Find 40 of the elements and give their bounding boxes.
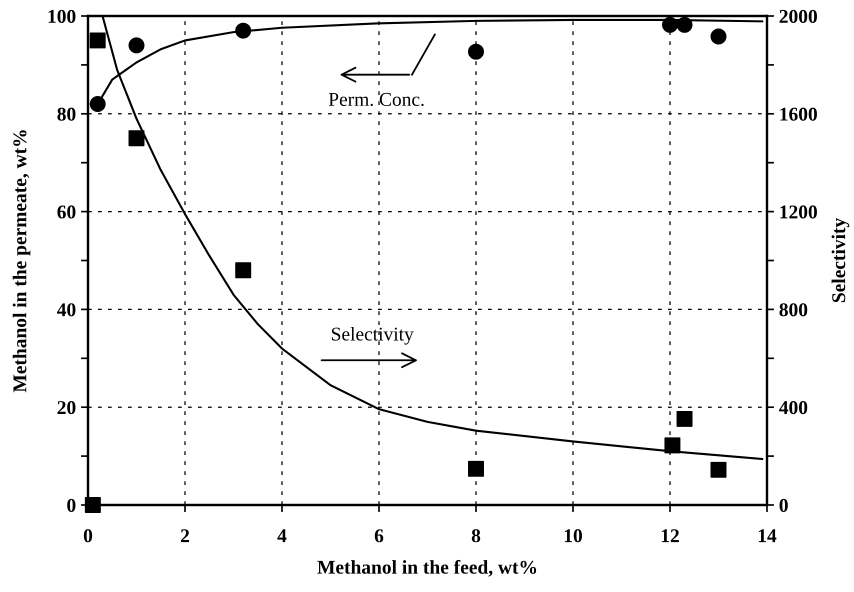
y-tick-label: 0: [67, 498, 76, 512]
point: [468, 44, 484, 60]
x-axis-title: Methanol in the feed, wt%: [317, 560, 536, 577]
y2-tick-label: 0: [780, 498, 788, 512]
y2-tick-label: 400: [779, 401, 808, 414]
x-tick-label: 12: [662, 529, 679, 542]
point: [710, 28, 726, 45]
y-tick-label: 20: [58, 401, 76, 414]
x-tick-label: 6: [374, 529, 384, 542]
x-tick-label: 0: [84, 529, 92, 542]
point: [90, 32, 106, 48]
x-tick-label: 4: [277, 529, 286, 542]
y2-tick-label: 2000: [780, 10, 817, 23]
point: [90, 96, 106, 112]
y2-tick-label: 800: [779, 303, 808, 316]
point: [235, 262, 252, 278]
x-tick-label: 14: [758, 529, 776, 542]
x-tick-label: 8: [472, 529, 480, 542]
y-tick-label: 80: [57, 108, 76, 121]
point: [468, 460, 484, 477]
point: [662, 16, 678, 33]
point: [84, 497, 101, 513]
y-axis-title: Methanol in the permeate, wt%: [12, 130, 30, 392]
point: [710, 462, 726, 478]
point: [676, 16, 693, 33]
x-tick-label: 10: [564, 529, 582, 542]
y2-tick-label: 1200: [780, 205, 817, 219]
point: [664, 437, 680, 454]
y-tick-label: 60: [57, 205, 76, 219]
x-tick-label: 2: [180, 529, 190, 542]
y-tick-label: 100: [48, 10, 76, 23]
annotation: Selectivity: [332, 326, 414, 345]
annotation: Perm. Conc.: [328, 92, 424, 106]
y2-tick-label: 1600: [780, 108, 817, 121]
y-tick-label: 40: [57, 303, 76, 316]
point: [235, 22, 252, 39]
point: [128, 37, 144, 54]
point: [676, 410, 693, 427]
point: [128, 130, 144, 146]
y2-axis-title: Selectivity: [832, 218, 850, 302]
